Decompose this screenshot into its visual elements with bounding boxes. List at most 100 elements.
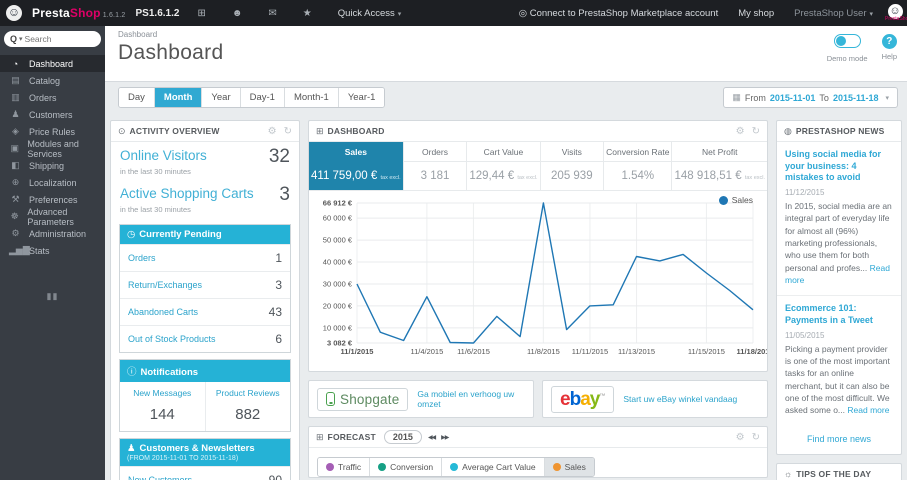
- shopgate-link[interactable]: Ga mobiel en verhoog uw omzet: [417, 389, 515, 409]
- news-panel-title: PRESTASHOP NEWS: [795, 126, 885, 136]
- svg-text:11/8/2015: 11/8/2015: [527, 347, 560, 356]
- sidebar-item-orders[interactable]: ▥ Orders: [0, 89, 105, 106]
- tab-year[interactable]: Year: [202, 88, 241, 107]
- toggle-knob: [835, 36, 846, 46]
- user-menu[interactable]: PrestaShop User ▾: [794, 7, 873, 19]
- prestashop-logo-icon[interactable]: ☺: [6, 5, 22, 21]
- sidebar-search[interactable]: Q ▾: [4, 31, 101, 47]
- sidebar-item-modules[interactable]: ▣ Modules and Services: [10, 138, 79, 159]
- chart-legend[interactable]: Sales: [718, 195, 753, 205]
- ebay-link[interactable]: Start uw eBay winkel vandaag: [623, 394, 738, 404]
- promo-banners: Shopgate Ga mobiel en verhoog uw omzet e…: [308, 380, 768, 418]
- tab-month-1[interactable]: Month-1: [284, 88, 339, 107]
- refresh-icon[interactable]: ↻: [751, 125, 760, 137]
- sidebar-item-catalog[interactable]: ▤ Catalog: [0, 72, 105, 89]
- user-avatar[interactable]: ☺PrestaShop: [885, 4, 907, 22]
- sidebar-item-administration[interactable]: ⚙ Administration: [0, 225, 105, 242]
- refresh-icon[interactable]: ↻: [283, 125, 292, 137]
- forecast-year-selector[interactable]: 2015: [383, 430, 422, 444]
- news-article-title[interactable]: Ecommerce 101: Payments in a Tweet: [785, 303, 873, 325]
- sidebar-item-price-rules[interactable]: ◈ Price Rules: [0, 123, 105, 140]
- read-more-link[interactable]: Read more: [847, 405, 890, 416]
- help-label: Help: [881, 52, 897, 61]
- news-article-title[interactable]: Using social media for your business: 4 …: [785, 149, 882, 183]
- user-icon[interactable]: ☻: [231, 7, 243, 19]
- sidebar-item-localization[interactable]: ⊕ Localization: [0, 174, 105, 191]
- activity-overview-title: ACTIVITY OVERVIEW: [129, 126, 220, 136]
- news-article-body: Picking a payment provider is one of the…: [785, 343, 890, 416]
- forecast-panel: ⊞ FORECAST 2015 ◀◀ ▶▶ ⚙ ↻ Traffic Conver…: [308, 426, 768, 478]
- search-input[interactable]: [24, 34, 83, 44]
- refresh-icon[interactable]: ↻: [751, 431, 760, 443]
- tab-day-1[interactable]: Day-1: [240, 88, 285, 107]
- date-range-picker[interactable]: ▦ From 2015-11-01 To 2015-11-18 ▾: [723, 87, 898, 108]
- legend-average-cart-value-button[interactable]: Average Cart Value: [442, 458, 545, 476]
- average-cart-value-dot-icon: [450, 463, 459, 471]
- sidebar-item-stats[interactable]: ▂▅▇ Stats: [9, 245, 50, 256]
- gear-icon[interactable]: ⚙: [267, 125, 277, 137]
- svg-text:11/13/2015: 11/13/2015: [618, 347, 655, 356]
- svg-text:11/11/2015: 11/11/2015: [572, 347, 608, 356]
- kpi-conversion-rate[interactable]: Conversion Rate 1.54%: [604, 142, 673, 190]
- demo-mode-toggle[interactable]: [833, 34, 861, 48]
- customers-newsletters-box: ♟ Customers & Newsletters (FROM 2015-11-01…: [119, 438, 291, 480]
- forecast-legend: Traffic Conversion Average Cart Value Sa…: [317, 457, 595, 477]
- legend-sales-button[interactable]: Sales: [544, 458, 594, 476]
- next-year-button[interactable]: ▶▶: [441, 434, 449, 441]
- tab-month[interactable]: Month: [154, 88, 203, 107]
- news-article-date: 11/05/2015: [785, 330, 825, 340]
- shipping-icon: ◧: [11, 160, 20, 170]
- previous-year-button[interactable]: ◀◀: [427, 434, 436, 441]
- sidebar-item-advanced-parameters[interactable]: ☸ Advanced Parameters: [10, 206, 74, 227]
- demo-mode-control: Demo mode: [827, 34, 868, 63]
- search-scope-caret-icon[interactable]: ▾: [19, 36, 23, 43]
- gear-icon[interactable]: ⚙: [735, 431, 745, 443]
- kpi-sales[interactable]: Sales 411 759,00 € tax excl.: [309, 142, 404, 190]
- quick-access-menu[interactable]: Quick Access ▾: [337, 7, 402, 19]
- stats-icon: ▂▅▇: [9, 245, 30, 255]
- read-more-link[interactable]: Read more: [785, 262, 890, 285]
- kpi-cart-value[interactable]: Cart Value 129,44 € tax excl.: [467, 142, 541, 190]
- help-control: ? Help: [882, 34, 897, 63]
- kpi-orders[interactable]: Orders 3 181: [403, 142, 468, 190]
- kpi-net-profit[interactable]: Net Profit 148 918,51 € tax excl.: [672, 142, 768, 190]
- localization-icon: ⊕: [11, 177, 20, 187]
- sidebar-item-shipping[interactable]: ◧ Shipping: [0, 157, 105, 174]
- news-article-date: 11/12/2015: [785, 188, 825, 198]
- legend-conversion-button[interactable]: Conversion: [370, 458, 443, 476]
- find-more-news-link[interactable]: Find more news: [806, 433, 872, 444]
- tab-day[interactable]: Day: [119, 88, 155, 107]
- sidebar-collapse-button[interactable]: ▮▮: [46, 291, 59, 301]
- trophy-icon[interactable]: ★: [302, 7, 312, 19]
- svg-text:10 000 €: 10 000 €: [323, 323, 353, 332]
- help-icon[interactable]: ?: [881, 34, 897, 49]
- brand-version: 1.6.1.2: [102, 12, 126, 19]
- lightbulb-icon: ☼: [784, 468, 793, 479]
- kpi-visits[interactable]: Visits 205 939: [540, 142, 605, 190]
- demo-mode-label: Demo mode: [826, 54, 868, 63]
- ebay-banner[interactable]: ebay™ Start uw eBay winkel vandaag: [542, 380, 768, 418]
- gear-icon[interactable]: ⚙: [735, 125, 745, 137]
- modules-icon: ▣: [10, 143, 19, 153]
- my-shop-link[interactable]: My shop: [738, 7, 775, 19]
- sidebar-item-preferences[interactable]: ⚒ Preferences: [0, 191, 105, 208]
- tips-panel-title: TIPS OF THE DAY: [796, 468, 872, 479]
- brand[interactable]: PrestaShop 1.6.1.2: [32, 6, 126, 20]
- cart-icon[interactable]: ⊞: [197, 7, 206, 19]
- date-from: 2015-11-01: [769, 92, 816, 103]
- sidebar-item-customers[interactable]: ♟ Customers: [0, 106, 105, 123]
- tab-year-1[interactable]: Year-1: [338, 88, 385, 107]
- mail-icon[interactable]: ✉: [268, 7, 277, 19]
- svg-text:20 000 €: 20 000 €: [323, 301, 353, 310]
- dashboard-cart-icon: ⊞: [316, 125, 324, 136]
- online-visitors-link[interactable]: Online Visitors: [120, 148, 207, 163]
- customers-row-new-customers: New Customers 90: [120, 466, 290, 480]
- administration-icon: ⚙: [11, 228, 20, 238]
- legend-traffic-button[interactable]: Traffic: [318, 458, 371, 476]
- marketplace-link[interactable]: ◎ Connect to PrestaShop Marketplace acco…: [518, 7, 719, 19]
- sidebar-item-dashboard[interactable]: ◔ Dashboard: [0, 55, 105, 72]
- active-carts-link[interactable]: Active Shopping Carts: [120, 186, 254, 201]
- shopgate-banner[interactable]: Shopgate Ga mobiel en verhoog uw omzet: [308, 380, 534, 418]
- breadcrumb[interactable]: Dashboard: [118, 30, 158, 39]
- rss-icon: ◍: [784, 125, 792, 136]
